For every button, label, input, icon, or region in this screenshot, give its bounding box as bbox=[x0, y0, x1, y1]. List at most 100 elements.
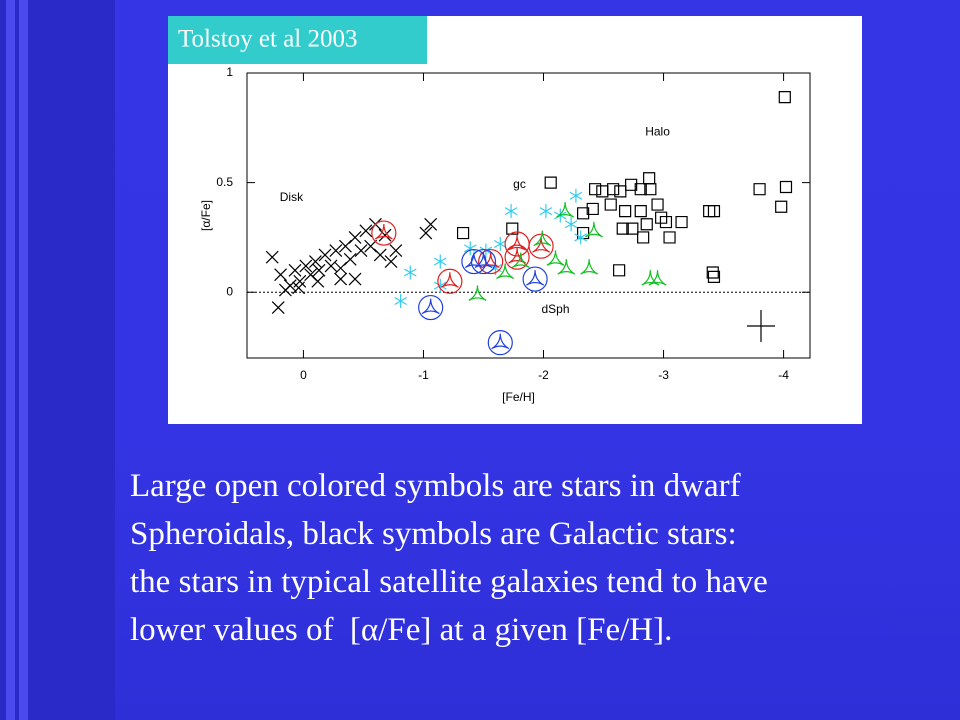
point bbox=[403, 265, 417, 280]
annotation: dSph bbox=[541, 302, 569, 316]
point bbox=[265, 250, 279, 264]
chart-background bbox=[168, 16, 862, 424]
point bbox=[371, 220, 397, 246]
point bbox=[461, 248, 487, 275]
x-tick-label: -2 bbox=[538, 368, 549, 382]
point bbox=[418, 294, 444, 321]
point bbox=[278, 283, 292, 297]
point bbox=[424, 217, 438, 231]
point bbox=[614, 185, 627, 198]
point bbox=[299, 259, 313, 273]
series bbox=[265, 217, 438, 315]
point bbox=[779, 180, 793, 194]
point bbox=[373, 248, 387, 262]
point bbox=[354, 244, 368, 258]
point bbox=[437, 268, 463, 294]
x-axis-label: [Fe/H] bbox=[502, 390, 535, 404]
credit: Tolstoy et al 2003 bbox=[178, 26, 357, 53]
point bbox=[419, 226, 433, 240]
point bbox=[663, 231, 676, 244]
point bbox=[616, 222, 629, 235]
y-tick-label: 1 bbox=[226, 65, 233, 79]
point bbox=[580, 259, 599, 275]
point bbox=[292, 281, 306, 295]
point bbox=[493, 237, 507, 251]
point bbox=[634, 205, 647, 218]
point bbox=[318, 248, 332, 262]
point bbox=[641, 270, 660, 286]
point bbox=[604, 198, 617, 211]
credit-box bbox=[168, 16, 427, 64]
point bbox=[539, 204, 553, 219]
point bbox=[577, 207, 590, 220]
point bbox=[586, 202, 599, 216]
caption-line: the stars in typical satellite galaxies … bbox=[130, 564, 768, 600]
point bbox=[569, 188, 583, 203]
point bbox=[463, 241, 477, 256]
annotation: Halo bbox=[645, 124, 670, 138]
point bbox=[433, 254, 447, 269]
point bbox=[478, 248, 504, 275]
x-tick-label: -3 bbox=[658, 368, 669, 382]
caption-line: lower values of [α/Fe] at a given [Fe/H]… bbox=[130, 612, 673, 648]
series bbox=[371, 220, 554, 294]
caption-line: Large open colored symbols are stars in … bbox=[130, 468, 741, 504]
point bbox=[348, 230, 362, 244]
point bbox=[707, 205, 721, 218]
point bbox=[706, 266, 719, 279]
point bbox=[308, 255, 322, 268]
point bbox=[619, 205, 632, 218]
point bbox=[557, 259, 576, 275]
point bbox=[634, 183, 647, 196]
y-tick-label: 0 bbox=[226, 284, 233, 298]
point bbox=[589, 183, 602, 196]
point bbox=[584, 221, 603, 238]
caption: Large open colored symbols are stars in … bbox=[130, 462, 768, 654]
caption-line: Spheroidals, black symbols are Galactic … bbox=[130, 516, 737, 552]
point bbox=[334, 272, 348, 286]
point bbox=[288, 263, 302, 277]
point bbox=[644, 183, 657, 196]
point bbox=[456, 226, 470, 240]
series bbox=[456, 91, 793, 283]
point bbox=[648, 270, 667, 286]
series bbox=[468, 202, 667, 301]
point bbox=[577, 226, 590, 240]
point bbox=[659, 215, 673, 229]
point bbox=[574, 230, 588, 245]
x-tick-label: -1 bbox=[418, 368, 429, 382]
point bbox=[433, 278, 447, 293]
point bbox=[487, 330, 513, 356]
point bbox=[348, 272, 362, 286]
point bbox=[504, 244, 530, 270]
point bbox=[707, 270, 721, 283]
x-tick-label: 0 bbox=[300, 368, 307, 382]
point bbox=[329, 244, 343, 258]
side-strip bbox=[0, 0, 115, 720]
point bbox=[359, 224, 373, 238]
error-bar bbox=[747, 310, 775, 342]
point bbox=[675, 215, 688, 229]
point bbox=[522, 266, 548, 292]
point bbox=[504, 204, 518, 219]
point bbox=[546, 250, 565, 266]
point bbox=[274, 268, 288, 282]
point bbox=[311, 274, 325, 288]
point bbox=[564, 217, 578, 232]
point bbox=[556, 202, 575, 218]
y-tick-label: 0.5 bbox=[216, 175, 233, 189]
point bbox=[637, 231, 650, 244]
chart: Tolstoy et al 2003 0 -1 -2 -3 -4 0 0.5 1 [Fe/H] [… bbox=[168, 16, 862, 424]
y-axis-label: [α/Fe] bbox=[199, 200, 213, 231]
plot-frame bbox=[246, 72, 811, 359]
point bbox=[312, 263, 326, 277]
point bbox=[703, 205, 716, 218]
point bbox=[596, 185, 609, 198]
point bbox=[753, 183, 766, 196]
point bbox=[394, 294, 407, 308]
annotation: gc bbox=[513, 177, 526, 191]
point bbox=[655, 211, 668, 224]
point bbox=[778, 91, 791, 104]
point bbox=[506, 222, 519, 235]
